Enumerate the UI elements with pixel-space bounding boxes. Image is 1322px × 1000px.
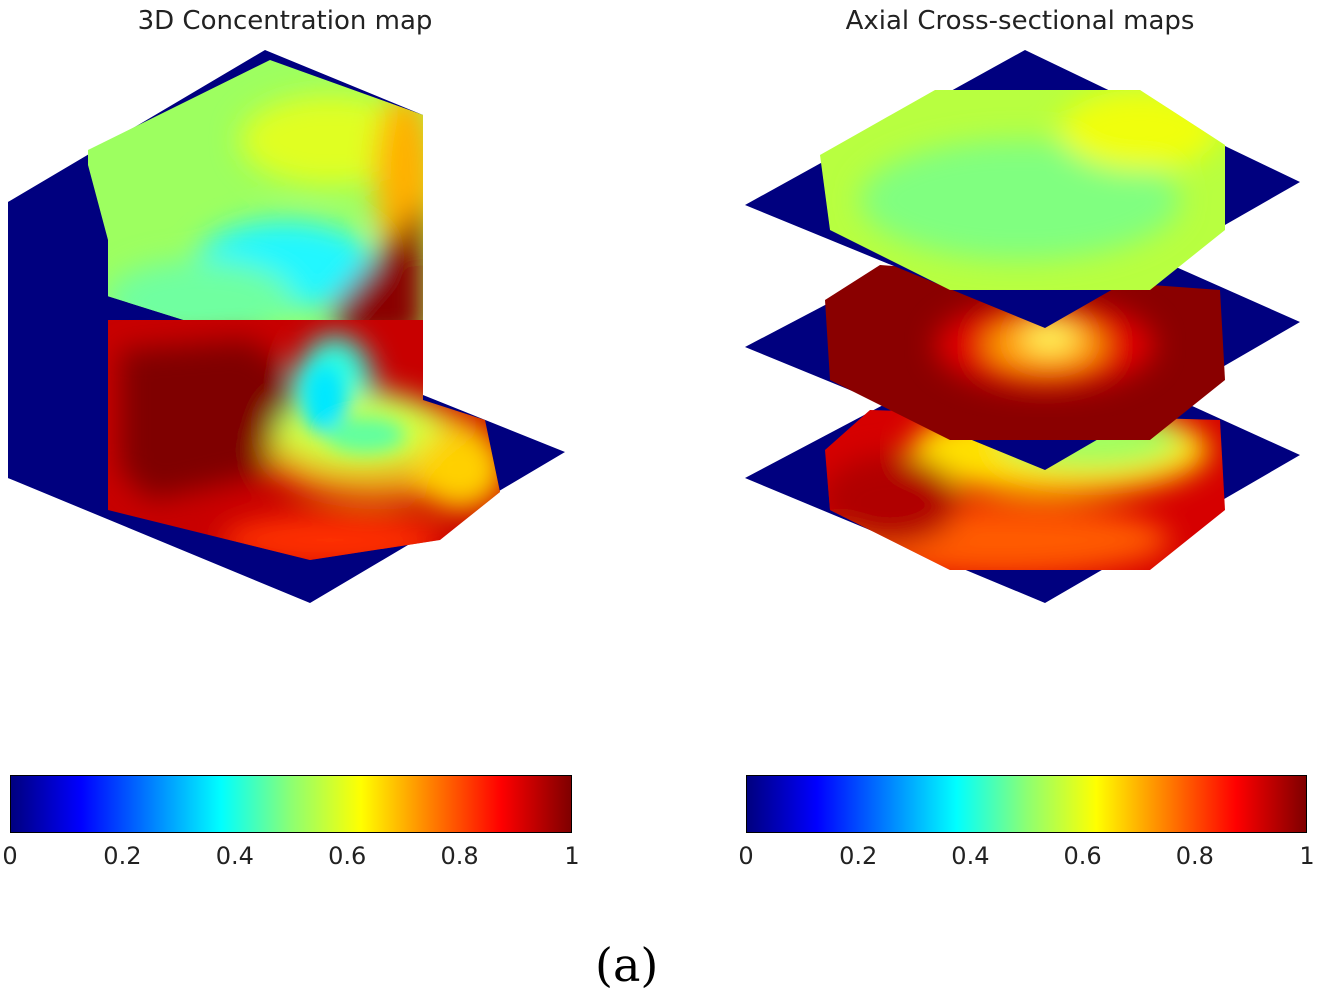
- left-3d-volume: [8, 50, 565, 603]
- colorbar-tick-label: 0.2: [103, 842, 142, 870]
- colorbar-tick-label: 0.6: [328, 842, 367, 870]
- left-front-face: [108, 320, 500, 560]
- left-map-title: 3D Concentration map: [137, 6, 433, 36]
- right-slices: [745, 50, 1300, 603]
- figure-caption: (a): [595, 938, 659, 992]
- colorbar-tick-label: 0.4: [215, 842, 254, 870]
- colorbar-tick-label: 0.8: [1175, 842, 1214, 870]
- colorbar-tick-label: 0.6: [1063, 842, 1102, 870]
- colorbar-tick-label: 0: [738, 842, 754, 870]
- colorbar-tick-label: 0.8: [440, 842, 479, 870]
- colorbar-tick-label: 1: [1299, 842, 1315, 870]
- slice-top: [820, 90, 1225, 290]
- left-side-face: [8, 165, 108, 515]
- right-map-title: Axial Cross-sectional maps: [845, 6, 1195, 36]
- left-colorbar: [10, 775, 572, 833]
- colorbar-tick-label: 0.2: [839, 842, 878, 870]
- colorbar-tick-label: 1: [564, 842, 580, 870]
- colorbar-tick-label: 0.4: [951, 842, 990, 870]
- colorbar-tick-label: 0: [2, 842, 18, 870]
- right-colorbar: [746, 775, 1307, 833]
